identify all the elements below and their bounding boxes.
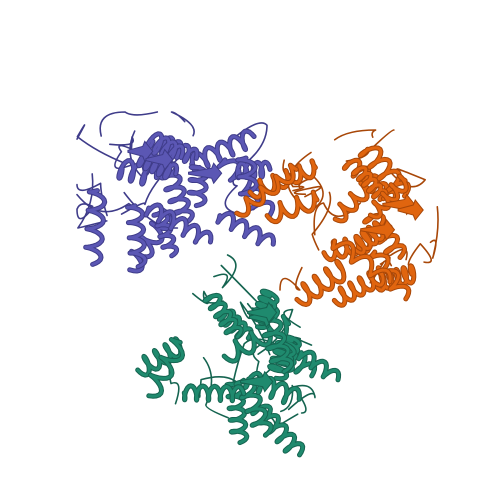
helix-highlight: [342, 158, 397, 203]
chain-a-ribbon: [76, 111, 276, 274]
helix-segment: [332, 180, 370, 224]
helix-highlight: [297, 350, 341, 382]
helix-highlight: [244, 371, 301, 405]
helix-highlight: [331, 239, 392, 284]
helix-highlight: [144, 203, 213, 244]
helix-highlight: [351, 166, 388, 201]
coil-loop: [170, 111, 195, 137]
beta-sheet-arrow: [188, 162, 223, 185]
helix-highlight: [255, 305, 294, 374]
helix-highlight: [248, 159, 317, 199]
helix-highlight: [147, 338, 184, 398]
helix-highlight: [126, 204, 147, 269]
coil-loop: [407, 243, 432, 266]
beta-sheet-arrow: [240, 370, 274, 393]
coil-loop: [129, 130, 154, 178]
beta-sheet-arrow: [397, 199, 424, 222]
coil-loop: [280, 384, 307, 414]
helix-highlight: [268, 341, 296, 381]
helix-highlight: [333, 181, 369, 223]
chain-b-ribbon: [234, 129, 439, 308]
helix-highlight: [352, 221, 385, 255]
coil-loop: [99, 111, 159, 137]
helix-highlight: [295, 259, 346, 306]
coil-loop: [345, 129, 395, 162]
helix-highlight: [216, 211, 275, 246]
coil-loop: [293, 185, 322, 198]
chain-c-ribbon: [135, 254, 342, 458]
helix-highlight: [84, 189, 107, 266]
beta-sheet-arrow: [360, 218, 396, 241]
beta-sheet-arrow: [247, 301, 278, 324]
beta-sheet-arrow: [127, 140, 154, 163]
helix-highlight: [182, 384, 246, 403]
helix-highlight: [203, 293, 243, 339]
coil-loop: [311, 191, 332, 251]
coil-loop: [213, 254, 237, 289]
helix-segment: [250, 403, 306, 458]
beta-sheet-arrow: [145, 148, 174, 171]
coil-loop: [198, 376, 242, 398]
coil-loop: [333, 129, 377, 141]
coil-loop: [76, 124, 127, 165]
coil-loop: [202, 356, 229, 419]
coil-loop: [289, 151, 312, 192]
coil-loop: [230, 122, 268, 163]
helix-highlight: [117, 159, 158, 186]
helix-highlight: [332, 266, 385, 307]
helix-highlight: [222, 314, 291, 363]
coil-loop: [429, 206, 439, 259]
helix-highlight: [187, 165, 209, 208]
helix-highlight: [265, 190, 319, 224]
coil-loop: [279, 266, 303, 291]
helix-highlight: [368, 174, 408, 219]
helix-highlight: [235, 163, 298, 217]
helix-highlight: [358, 146, 411, 198]
helix-highlight: [251, 404, 305, 457]
